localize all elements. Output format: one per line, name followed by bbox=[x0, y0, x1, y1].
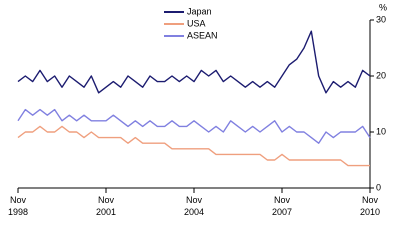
x-tick-label: Nov 2004 bbox=[184, 195, 204, 217]
x-tick-label: Nov 2007 bbox=[272, 195, 292, 217]
y-tick-label: 20 bbox=[376, 70, 386, 80]
x-tick-label: Nov 2010 bbox=[360, 195, 380, 217]
page: % 0 10 20 30 Nov 1998 Nov 2001 Nov 2004 Nov 2007 Nov… bbox=[7, 2, 388, 218]
y-tick-label: 10 bbox=[376, 126, 386, 136]
chart: % 0 10 20 30 Nov 1998 Nov 2001 Nov 2004 Nov 2007 Nov… bbox=[8, 2, 387, 217]
y-tick-label: 0 bbox=[376, 182, 381, 192]
line-series bbox=[17, 125, 370, 167]
line-series bbox=[17, 108, 371, 144]
y-axis-label: % bbox=[379, 2, 387, 12]
x-tick-label: Nov 2001 bbox=[96, 195, 116, 217]
legend-label: ASEAN bbox=[187, 30, 218, 40]
legend-label: Japan bbox=[187, 6, 212, 16]
y-tick-label: 30 bbox=[376, 14, 386, 24]
x-tick-label: Nov 1998 bbox=[8, 195, 28, 217]
legend-label: USA bbox=[187, 18, 206, 28]
line-series bbox=[17, 30, 371, 94]
